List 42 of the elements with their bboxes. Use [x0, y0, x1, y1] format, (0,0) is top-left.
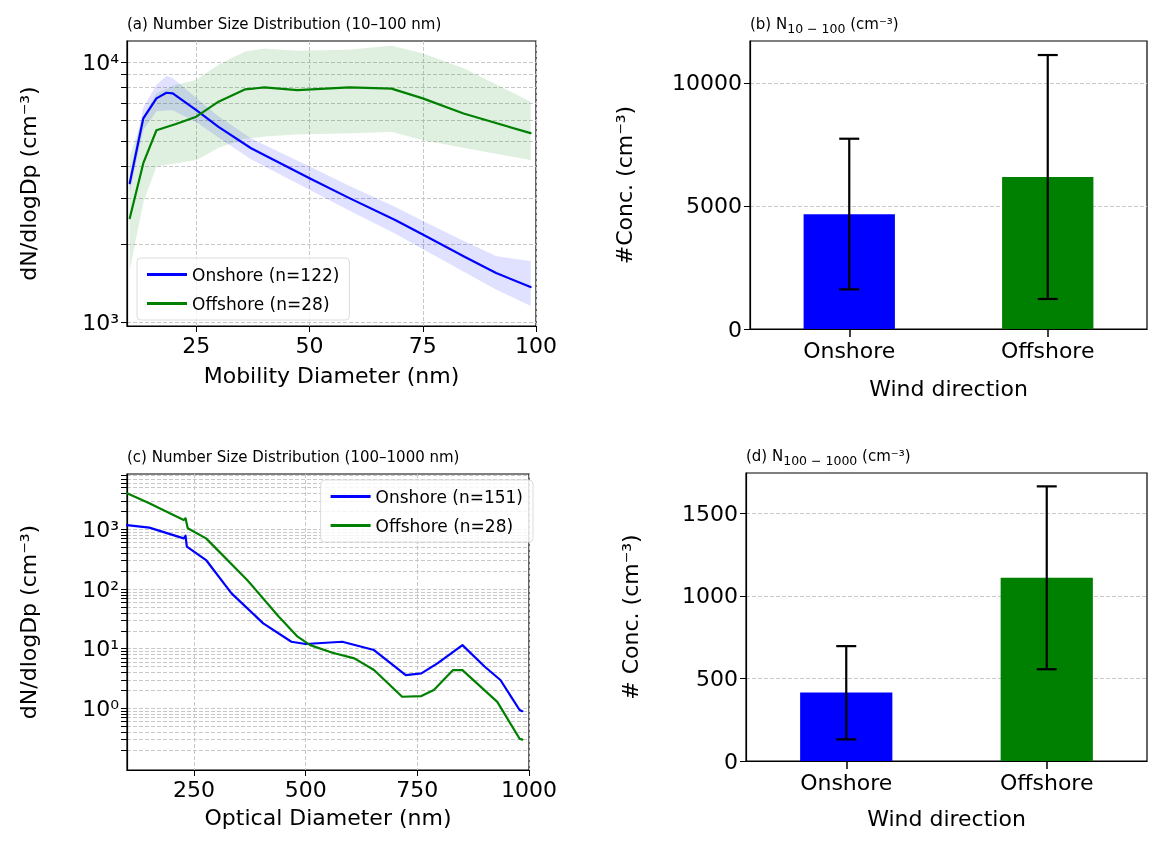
y-axis-title: dN/dlogDp (cm⁻³) [15, 86, 41, 281]
x-tick-label: Onshore [803, 337, 896, 363]
x-tick-label: Offshore [1001, 337, 1095, 363]
x-tick-label: 1000 [501, 776, 558, 802]
y-tick-label: 10³ [82, 516, 119, 542]
y-tick-label: 0 [728, 316, 742, 342]
x-tick-label: 500 [284, 776, 327, 802]
chart-title: (c) Number Size Distribution (100–1000 nm) [127, 448, 460, 466]
y-tick-label: 1000 [682, 583, 738, 609]
y-tick-label: 10⁴ [82, 50, 120, 76]
chart-title: (a) Number Size Distribution (10–100 nm) [127, 15, 442, 33]
x-tick-label: Offshore [1000, 769, 1094, 795]
y-tick-label: 10¹ [82, 636, 119, 662]
y-tick-label: 10² [82, 576, 119, 602]
legend-label: Onshore (n=151) [375, 486, 524, 507]
y-axis-title: # Conc. (cm⁻³) [617, 534, 643, 700]
x-tick-label: 50 [295, 332, 324, 358]
x-tick-label: 100 [515, 332, 557, 358]
y-tick-label: 5000 [686, 193, 742, 219]
y-tick-label: 0 [724, 748, 738, 774]
x-axis-title: Wind direction [867, 805, 1026, 831]
x-axis-title: Optical Diameter (nm) [204, 804, 452, 830]
x-tick-label: 750 [396, 776, 439, 802]
x-tick-label: 75 [408, 332, 437, 358]
x-tick-label: 250 [173, 776, 215, 802]
chart-title: (b) N$_{10 − 100}$ (cm⁻³) [750, 15, 899, 36]
x-axis-title: Wind direction [869, 375, 1028, 401]
chart-title: (d) N$_{100 − 1000}$ (cm⁻³) [746, 447, 911, 468]
y-tick-label: 10⁰ [82, 695, 120, 721]
x-tick-label: Onshore [800, 769, 893, 795]
legend-label: Offshore (n=28) [192, 293, 330, 314]
y-tick-label: 500 [696, 665, 738, 691]
legend-label: Offshore (n=28) [375, 515, 514, 536]
legend-label: Onshore (n=122) [192, 264, 340, 285]
y-tick-label: 10³ [82, 310, 119, 336]
x-axis-title: Mobility Diameter (nm) [203, 362, 460, 388]
y-tick-label: 10000 [672, 70, 742, 96]
line-series [128, 86, 532, 220]
x-tick-label: 25 [182, 332, 211, 358]
y-axis-title: #Conc. (cm⁻³) [611, 105, 637, 265]
y-axis-title: dN/dlogDp (cm⁻³) [15, 524, 41, 720]
y-tick-label: 1500 [682, 500, 738, 526]
